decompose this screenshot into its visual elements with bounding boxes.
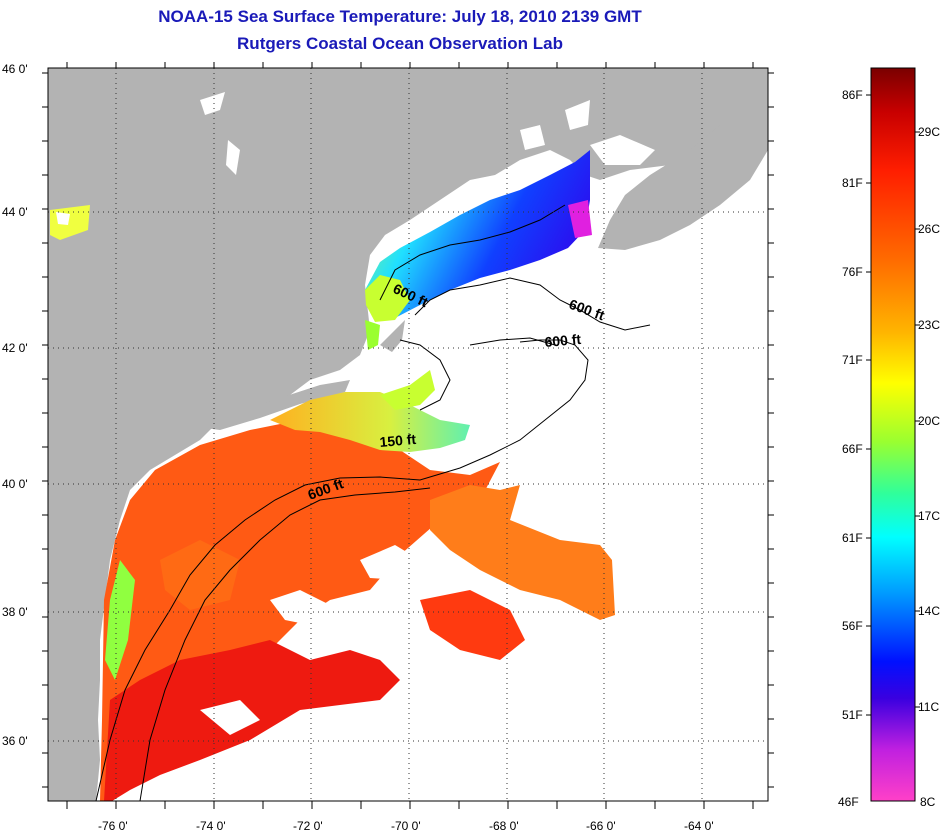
lon-label: -64 0' [684, 819, 714, 833]
longitude-labels: -76 0' -74 0' -72 0' -70 0' -68 0' -66 0… [98, 819, 714, 833]
gulf-of-maine-water [365, 150, 590, 320]
warm-offshore [430, 485, 615, 620]
lon-label: -72 0' [293, 819, 323, 833]
lon-label: -70 0' [391, 819, 421, 833]
bathymetry-contours [95, 204, 651, 801]
lat-label: 38 0' [2, 605, 28, 619]
lon-label: -66 0' [586, 819, 616, 833]
f-label: 51F [842, 708, 863, 722]
c-label: 14C [918, 604, 940, 618]
f-label: 56F [842, 619, 863, 633]
lon-label: -68 0' [489, 819, 519, 833]
lat-label: 42 0' [2, 341, 28, 355]
f-label: 86F [842, 88, 863, 102]
contour-label: 600 ft [544, 331, 582, 350]
colorbar [870, 67, 916, 802]
lat-label: 36 0' [2, 734, 28, 748]
axis-ticks [42, 62, 774, 809]
c-label: 26C [918, 222, 940, 236]
lat-label: 40 0' [2, 477, 28, 491]
shelf-water [270, 392, 470, 452]
map-subtitle: Rutgers Coastal Ocean Observation Lab [237, 34, 563, 53]
c-label: 20C [918, 414, 940, 428]
c-label: 29C [918, 125, 940, 139]
f-label: 71F [842, 353, 863, 367]
f-label: 76F [842, 265, 863, 279]
lat-label: 46 0' [2, 62, 28, 76]
colorbar-celsius-labels: 29C 26C 23C 20C 17C 14C 11C 8C [918, 125, 940, 809]
f-label: 66F [842, 442, 863, 456]
c-label: 23C [918, 318, 940, 332]
nova-scotia [598, 105, 768, 250]
lat-label: 44 0' [2, 205, 28, 219]
lon-label: -76 0' [98, 819, 128, 833]
contour-label: 150 ft [379, 431, 417, 450]
colorbar-fahrenheit-labels: 86F 81F 76F 71F 66F 61F 56F 51F 46F [838, 88, 863, 809]
lon-label: -74 0' [196, 819, 226, 833]
plot-frame [47, 67, 769, 802]
f-label: 46F [838, 795, 859, 809]
latitude-labels: 46 0' 44 0' 42 0' 40 0' 38 0' 36 0' [2, 62, 28, 748]
map-title: NOAA-15 Sea Surface Temperature: July 18… [158, 7, 642, 26]
long-island [205, 380, 350, 430]
c-label: 8C [920, 795, 936, 809]
f-label: 61F [842, 531, 863, 545]
f-label: 81F [842, 176, 863, 190]
c-label: 17C [918, 509, 940, 523]
us-mainland [48, 68, 768, 801]
cape-cod [380, 320, 405, 352]
colorbar-ticks [866, 94, 920, 716]
graticule [48, 68, 768, 801]
c-label: 11C [918, 700, 939, 714]
